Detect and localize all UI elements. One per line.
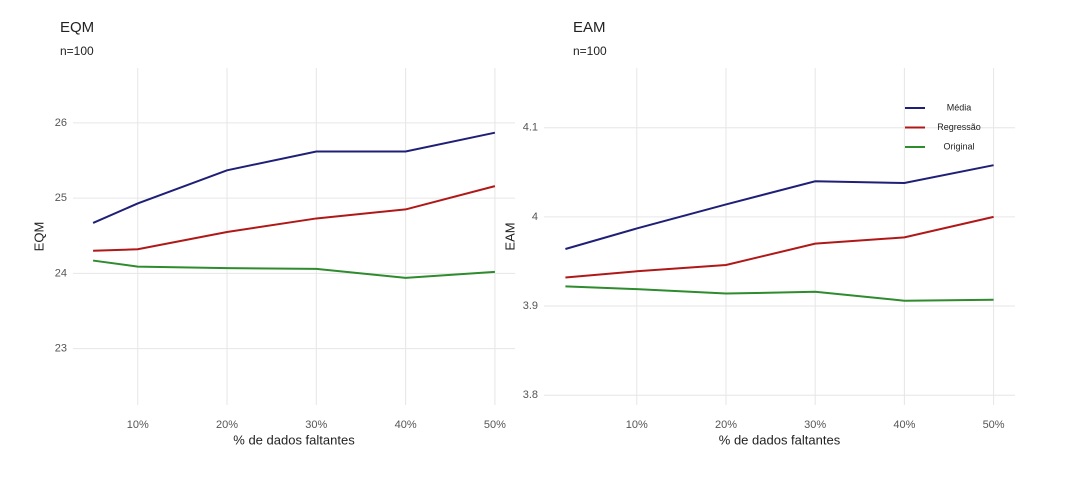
series-line <box>93 185 496 252</box>
x-axis-label: % de dados faltantes <box>233 432 355 447</box>
y-tick-label: 3.9 <box>523 300 538 312</box>
chart-subtitle: n=100 <box>573 44 607 58</box>
legend-label: Original <box>943 141 974 151</box>
y-axis-label: EAM <box>502 222 517 250</box>
series-line <box>92 259 495 279</box>
x-tick-label: 50% <box>484 419 506 431</box>
chart-subtitle: n=100 <box>60 44 94 58</box>
x-tick-label: 10% <box>626 419 648 431</box>
y-tick-label: 4.1 <box>523 122 538 134</box>
y-axis-label: EQM <box>31 222 46 252</box>
x-tick-label: 10% <box>127 419 149 431</box>
series-line <box>565 215 994 279</box>
x-tick-label: 30% <box>804 419 826 431</box>
x-tick-label: 30% <box>305 419 327 431</box>
x-tick-label: 50% <box>983 419 1005 431</box>
series-line <box>565 164 994 250</box>
series-line <box>565 285 994 302</box>
x-tick-label: 40% <box>395 419 417 431</box>
legend-label: Regressão <box>937 122 981 132</box>
chart-title: EAM <box>573 19 606 36</box>
y-tick-label: 3.8 <box>523 389 538 401</box>
y-tick-label: 24 <box>55 267 67 279</box>
x-tick-label: 20% <box>715 419 737 431</box>
series-line <box>92 131 496 224</box>
x-tick-label: 40% <box>893 419 915 431</box>
y-tick-label: 26 <box>55 117 67 129</box>
y-tick-label: 23 <box>55 342 67 354</box>
legend-label: Média <box>947 102 972 112</box>
y-tick-label: 4 <box>532 211 538 223</box>
y-tick-label: 25 <box>55 192 67 204</box>
chart-title: EQM <box>60 19 94 36</box>
x-tick-label: 20% <box>216 419 238 431</box>
x-axis-label: % de dados faltantes <box>719 432 841 447</box>
